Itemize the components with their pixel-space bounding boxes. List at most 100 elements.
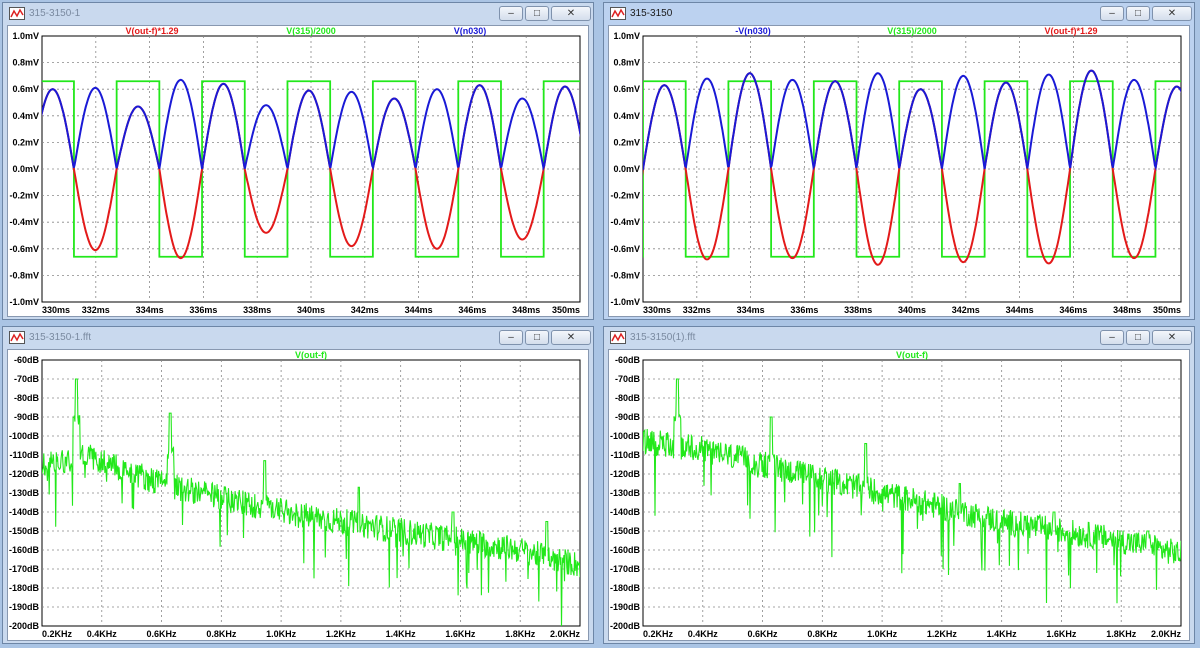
x-tick-label: 1.0KHz bbox=[266, 629, 297, 639]
fft-chart-2[interactable]: -60dB -70dB -80dB -90dB -100dB -110dB -120dB -1… bbox=[609, 350, 1189, 640]
window-title: 315-3150-1.fft bbox=[29, 332, 92, 343]
plot-window-transient-2[interactable]: 315-3150 – □ ✕ 1.0mV 0.8mV 0.6mV 0.4mV 0.2mV… bbox=[603, 2, 1195, 320]
x-tick-label: 330ms bbox=[643, 305, 671, 315]
y-tick-label: -90dB bbox=[615, 412, 641, 422]
x-tick-label: 1.6KHz bbox=[445, 629, 476, 639]
y-tick-label: -60dB bbox=[615, 355, 641, 365]
y-tick-label: -110dB bbox=[9, 450, 39, 460]
x-tick-label: 332ms bbox=[683, 305, 711, 315]
y-tick-label: 0.8mV bbox=[613, 58, 640, 68]
window-titlebar[interactable]: 315-3150-1 – □ ✕ bbox=[3, 3, 593, 25]
y-tick-label: -140dB bbox=[610, 507, 641, 517]
window-titlebar[interactable]: 315-3150 – □ ✕ bbox=[604, 3, 1194, 25]
y-tick-label: -0.6mV bbox=[9, 244, 39, 254]
y-tick-label: -60dB bbox=[14, 355, 40, 365]
x-tick-label: 0.8KHz bbox=[206, 629, 237, 639]
y-tick-label: -180dB bbox=[610, 583, 641, 593]
y-tick-label: -140dB bbox=[9, 507, 40, 517]
y-tick-label: -100dB bbox=[9, 431, 40, 441]
trace-label-blue[interactable]: V(n030) bbox=[454, 26, 487, 36]
y-tick-label: -90dB bbox=[14, 412, 40, 422]
y-tick-label: -190dB bbox=[9, 602, 40, 612]
maximize-button[interactable]: □ bbox=[525, 330, 549, 345]
y-tick-label: -200dB bbox=[9, 621, 40, 631]
y-tick-label: -0.4mV bbox=[9, 217, 39, 227]
close-button[interactable]: ✕ bbox=[1152, 6, 1192, 21]
x-tick-label: 1.8KHz bbox=[1106, 629, 1137, 639]
window-titlebar[interactable]: 315-3150-1.fft – □ ✕ bbox=[3, 327, 593, 349]
y-tick-label: -1.0mV bbox=[9, 297, 39, 307]
x-tick-label: 346ms bbox=[1059, 305, 1087, 315]
trace-label-green[interactable]: V(out-f) bbox=[896, 350, 928, 360]
x-tick-label: 330ms bbox=[42, 305, 70, 315]
x-tick-label: 348ms bbox=[512, 305, 540, 315]
window-title: 315-3150-1 bbox=[29, 8, 81, 19]
x-tick-label: 338ms bbox=[844, 305, 872, 315]
maximize-button[interactable]: □ bbox=[1126, 6, 1150, 21]
waveform-app-icon bbox=[9, 7, 25, 20]
trace-label-green[interactable]: V(315)/2000 bbox=[887, 26, 937, 36]
y-tick-label: -0.8mV bbox=[9, 270, 39, 280]
maximize-button[interactable]: □ bbox=[525, 6, 549, 21]
y-tick-label: -120dB bbox=[9, 469, 40, 479]
minimize-button[interactable]: – bbox=[1100, 6, 1124, 21]
y-tick-label: 0.4mV bbox=[613, 111, 640, 121]
x-tick-label: 1.6KHz bbox=[1046, 629, 1077, 639]
plot-window-fft-2[interactable]: 315-3150(1).fft – □ ✕ -60dB -70dB -80dB -90… bbox=[603, 326, 1195, 644]
maximize-button[interactable]: □ bbox=[1126, 330, 1150, 345]
maximize-icon: □ bbox=[533, 332, 541, 343]
trace-label-red[interactable]: V(out-f)*1.29 bbox=[125, 26, 178, 36]
maximize-icon: □ bbox=[1134, 8, 1142, 19]
x-tick-label: 342ms bbox=[952, 305, 980, 315]
close-icon: ✕ bbox=[1167, 8, 1177, 19]
x-tick-label: 1.8KHz bbox=[505, 629, 536, 639]
y-tick-label: -0.6mV bbox=[610, 244, 640, 254]
trace-label-red[interactable]: V(out-f)*1.29 bbox=[1044, 26, 1097, 36]
x-tick-label: 338ms bbox=[243, 305, 271, 315]
x-tick-label: 1.0KHz bbox=[867, 629, 898, 639]
y-tick-label: -170dB bbox=[9, 564, 40, 574]
y-tick-label: 0.8mV bbox=[12, 58, 39, 68]
y-tick-label: -100dB bbox=[610, 431, 641, 441]
minimize-icon: – bbox=[508, 8, 514, 19]
minimize-button[interactable]: – bbox=[499, 330, 523, 345]
close-button[interactable]: ✕ bbox=[551, 330, 591, 345]
series-n030 bbox=[643, 69, 1181, 171]
x-tick-label: 336ms bbox=[790, 305, 818, 315]
plot-window-transient-1[interactable]: 315-3150-1 – □ ✕ 1.0mV 0.8mV 0.6mV 0.4mV 0.2… bbox=[2, 2, 594, 320]
close-button[interactable]: ✕ bbox=[1152, 330, 1192, 345]
close-icon: ✕ bbox=[1167, 332, 1177, 343]
y-tick-label: -0.8mV bbox=[610, 270, 640, 280]
trace-label-green[interactable]: V(315)/2000 bbox=[286, 26, 336, 36]
transient-chart-1[interactable]: 1.0mV 0.8mV 0.6mV 0.4mV 0.2mV 0.0mV -0.2mV -0.4… bbox=[8, 26, 588, 316]
x-tick-label: 0.4KHz bbox=[87, 629, 118, 639]
minimize-button[interactable]: – bbox=[499, 6, 523, 21]
series-n030 bbox=[42, 78, 580, 172]
window-title: 315-3150(1).fft bbox=[630, 332, 696, 343]
y-tick-label: -170dB bbox=[610, 564, 641, 574]
x-tick-label: 350ms bbox=[1153, 305, 1181, 315]
y-tick-label: 0.0mV bbox=[613, 164, 640, 174]
fft-chart-1[interactable]: -60dB -70dB -80dB -90dB -100dB -110dB -120dB -1… bbox=[8, 350, 588, 640]
x-tick-label: 1.4KHz bbox=[987, 629, 1018, 639]
series-spectrum bbox=[643, 378, 1181, 604]
x-tick-label: 2.0KHz bbox=[1151, 629, 1182, 639]
minimize-button[interactable]: – bbox=[1100, 330, 1124, 345]
close-icon: ✕ bbox=[566, 332, 576, 343]
x-tick-label: 0.6KHz bbox=[147, 629, 178, 639]
plot-window-fft-1[interactable]: 315-3150-1.fft – □ ✕ -60dB -70dB -80dB -90d… bbox=[2, 326, 594, 644]
x-tick-label: 1.2KHz bbox=[326, 629, 357, 639]
window-titlebar[interactable]: 315-3150(1).fft – □ ✕ bbox=[604, 327, 1194, 349]
x-tick-label: 342ms bbox=[351, 305, 379, 315]
trace-label-green[interactable]: V(out-f) bbox=[295, 350, 327, 360]
y-tick-label: 1.0mV bbox=[613, 31, 640, 41]
y-tick-label: -120dB bbox=[610, 469, 641, 479]
transient-chart-2[interactable]: 1.0mV 0.8mV 0.6mV 0.4mV 0.2mV 0.0mV -0.2mV -0.4… bbox=[609, 26, 1189, 316]
y-tick-label: -0.2mV bbox=[9, 191, 39, 201]
y-tick-label: -110dB bbox=[610, 450, 640, 460]
trace-label-blue[interactable]: -V(n030) bbox=[735, 26, 771, 36]
y-tick-label: 0.2mV bbox=[12, 137, 39, 147]
plot-area[interactable] bbox=[642, 359, 1182, 627]
close-button[interactable]: ✕ bbox=[551, 6, 591, 21]
y-tick-label: 0.2mV bbox=[613, 137, 640, 147]
